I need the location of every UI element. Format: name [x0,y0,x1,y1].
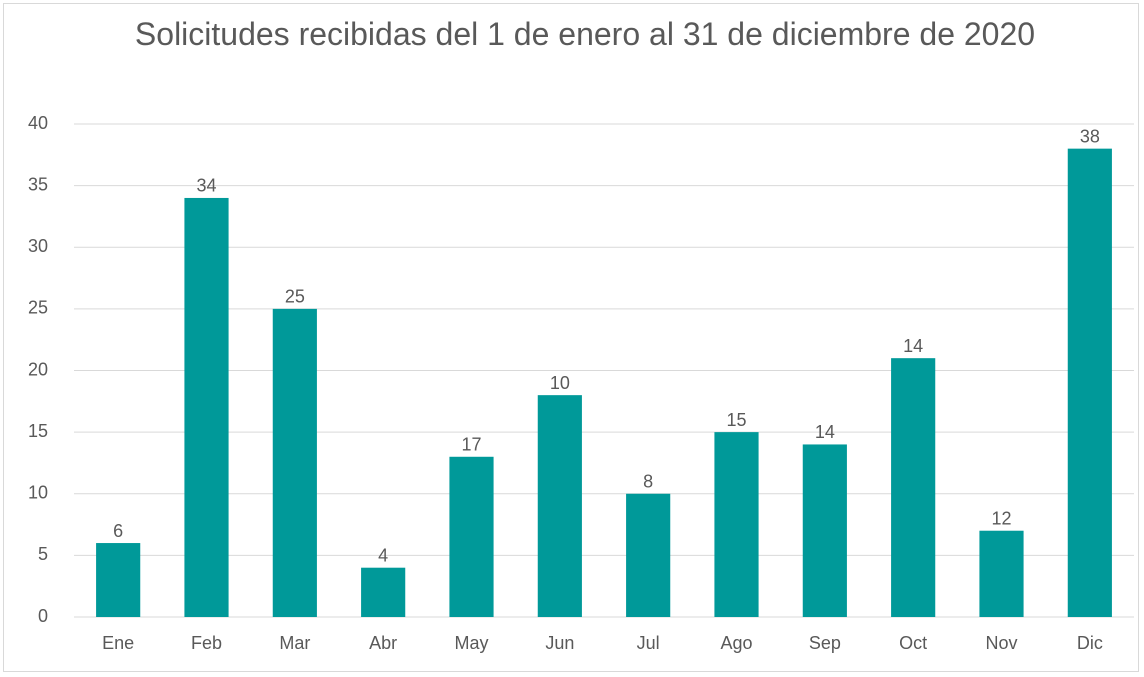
bar [626,493,671,617]
y-tick-label: 20 [28,359,48,379]
bar [272,308,317,617]
data-label: 10 [550,373,570,393]
bar [449,456,494,617]
x-tick-label: Jun [545,633,574,653]
x-tick-label: Ago [720,633,752,653]
data-label: 14 [815,422,835,442]
x-tick-label: Mar [279,633,310,653]
x-tick-label: Abr [369,633,397,653]
x-tick-label: Dic [1077,633,1103,653]
data-label: 38 [1080,126,1100,146]
data-label: 25 [285,287,305,307]
y-tick-label: 0 [38,606,48,626]
x-tick-label: Oct [899,633,927,653]
y-tick-label: 25 [28,298,48,318]
y-tick-label: 30 [28,236,48,256]
bar [979,530,1024,617]
data-label: 17 [461,435,481,455]
bar [361,567,406,617]
data-label: 8 [643,472,653,492]
bar [1067,148,1112,617]
x-tick-label: Nov [985,633,1017,653]
bar [537,395,582,617]
bar [802,444,847,617]
bar [96,543,141,617]
data-label: 15 [726,410,746,430]
x-tick-label: Feb [191,633,222,653]
data-label: 14 [903,336,923,356]
y-tick-label: 15 [28,421,48,441]
bar [184,197,229,617]
data-label: 34 [196,176,216,196]
chart-frame [3,3,1139,672]
y-tick-label: 35 [28,174,48,194]
x-tick-label: Jul [637,633,660,653]
y-tick-label: 10 [28,483,48,503]
data-label: 4 [378,545,388,565]
data-label: 6 [113,521,123,541]
bar [891,358,936,617]
bar [714,432,759,617]
data-label: 12 [991,508,1011,528]
x-tick-label: May [454,633,488,653]
chart-title: Solicitudes recibidas del 1 de enero al … [134,16,1036,52]
y-tick-label: 40 [28,113,48,133]
x-tick-label: Ene [102,633,134,653]
x-tick-label: Sep [809,633,841,653]
y-tick-label: 5 [38,544,48,564]
